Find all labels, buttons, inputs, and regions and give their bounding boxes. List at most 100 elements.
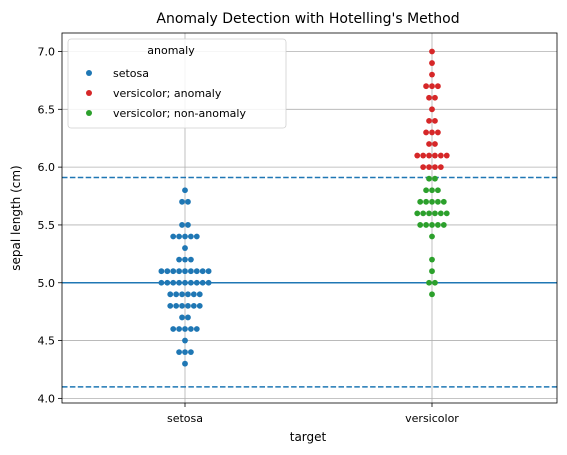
y-tick-label: 6.5 bbox=[38, 103, 56, 116]
data-point-versicolor-anomaly bbox=[429, 106, 435, 113]
data-point-setosa bbox=[158, 279, 165, 286]
data-point-setosa bbox=[182, 187, 188, 194]
y-axis-label: sepal length (cm) bbox=[9, 165, 23, 270]
data-point-versicolor-non-anomaly bbox=[423, 222, 429, 228]
y-tick-label: 4.5 bbox=[38, 335, 56, 348]
y-tick-label: 4.0 bbox=[38, 392, 56, 405]
data-point-versicolor-anomaly bbox=[443, 152, 450, 159]
legend-box bbox=[67, 38, 287, 129]
data-point-versicolor-anomaly bbox=[432, 152, 438, 159]
data-point-versicolor-anomaly bbox=[432, 141, 438, 147]
data-point-setosa bbox=[182, 268, 188, 275]
legend-label: versicolor; anomaly bbox=[113, 87, 222, 100]
data-points bbox=[158, 48, 450, 367]
data-point-setosa bbox=[185, 291, 191, 298]
y-tick-label: 7.0 bbox=[38, 46, 56, 59]
data-point-versicolor-anomaly bbox=[426, 117, 432, 124]
data-point-versicolor-non-anomaly bbox=[440, 222, 447, 228]
data-point-versicolor-non-anomaly bbox=[423, 187, 429, 194]
data-point-setosa bbox=[182, 256, 188, 263]
data-point-setosa bbox=[193, 268, 200, 275]
data-point-versicolor-anomaly bbox=[423, 129, 429, 136]
data-point-setosa bbox=[199, 279, 206, 286]
data-point-versicolor-anomaly bbox=[426, 141, 432, 147]
data-point-versicolor-non-anomaly bbox=[420, 210, 427, 217]
data-point-versicolor-non-anomaly bbox=[432, 279, 438, 286]
data-point-setosa bbox=[167, 291, 174, 298]
data-point-setosa bbox=[185, 302, 191, 309]
data-point-versicolor-anomaly bbox=[432, 117, 438, 124]
data-point-setosa bbox=[176, 326, 183, 332]
data-point-versicolor-non-anomaly bbox=[429, 256, 435, 263]
data-point-versicolor-anomaly bbox=[426, 164, 432, 171]
data-point-versicolor-non-anomaly bbox=[426, 210, 432, 217]
data-point-versicolor-non-anomaly bbox=[423, 198, 429, 205]
data-point-setosa bbox=[185, 198, 191, 205]
data-point-versicolor-anomaly bbox=[414, 152, 421, 159]
data-point-versicolor-anomaly bbox=[426, 94, 432, 101]
data-point-versicolor-non-anomaly bbox=[435, 222, 441, 228]
data-point-setosa bbox=[179, 198, 185, 205]
data-point-setosa bbox=[190, 291, 197, 298]
data-point-setosa bbox=[176, 279, 183, 286]
data-point-setosa bbox=[179, 314, 185, 321]
legend-title: anomaly bbox=[147, 44, 195, 57]
legend: anomaly setosa versicolor; anomaly versicol… bbox=[67, 38, 287, 129]
data-point-setosa bbox=[185, 314, 191, 321]
data-point-setosa bbox=[182, 360, 188, 367]
data-point-setosa bbox=[199, 268, 206, 275]
data-point-setosa bbox=[170, 279, 177, 286]
data-point-versicolor-non-anomaly bbox=[429, 233, 435, 240]
x-tick-label: setosa bbox=[167, 412, 203, 425]
data-point-versicolor-non-anomaly bbox=[432, 175, 438, 182]
legend-label: setosa bbox=[113, 67, 149, 80]
data-point-versicolor-anomaly bbox=[432, 164, 438, 171]
data-point-setosa bbox=[164, 279, 171, 286]
data-point-setosa bbox=[176, 268, 183, 275]
data-point-setosa bbox=[188, 349, 194, 356]
data-point-versicolor-anomaly bbox=[426, 152, 432, 159]
chart-title: Anomaly Detection with Hotelling's Metho… bbox=[156, 11, 459, 27]
data-point-setosa bbox=[176, 256, 183, 263]
reference-lines bbox=[62, 176, 557, 388]
data-point-versicolor-anomaly bbox=[437, 164, 444, 171]
y-tick-label: 6.0 bbox=[38, 161, 56, 174]
data-point-setosa bbox=[188, 256, 194, 263]
data-point-versicolor-non-anomaly bbox=[429, 268, 435, 275]
data-point-setosa bbox=[179, 291, 185, 298]
data-point-setosa bbox=[205, 279, 212, 286]
data-point-setosa bbox=[176, 349, 183, 356]
data-point-versicolor-anomaly bbox=[437, 152, 444, 159]
data-point-versicolor-non-anomaly bbox=[435, 187, 441, 194]
data-point-versicolor-non-anomaly bbox=[417, 222, 424, 228]
data-point-versicolor-non-anomaly bbox=[429, 291, 435, 298]
data-point-setosa bbox=[193, 233, 200, 240]
data-point-setosa bbox=[196, 302, 203, 309]
data-point-versicolor-non-anomaly bbox=[429, 222, 435, 228]
data-point-setosa bbox=[170, 268, 177, 275]
data-point-versicolor-anomaly bbox=[435, 83, 441, 90]
data-point-setosa bbox=[170, 233, 177, 240]
data-point-setosa bbox=[182, 337, 188, 344]
legend-label: versicolor; non-anomaly bbox=[113, 107, 246, 120]
legend-marker bbox=[86, 90, 92, 96]
data-point-versicolor-non-anomaly bbox=[432, 210, 438, 217]
data-point-versicolor-non-anomaly bbox=[417, 198, 424, 205]
data-point-versicolor-anomaly bbox=[435, 129, 441, 136]
data-point-setosa bbox=[182, 279, 188, 286]
data-point-versicolor-non-anomaly bbox=[429, 198, 435, 205]
data-point-setosa bbox=[182, 245, 188, 251]
y-tick-label: 5.0 bbox=[38, 277, 56, 290]
data-point-setosa bbox=[158, 268, 165, 275]
data-point-versicolor-anomaly bbox=[420, 164, 427, 171]
data-point-setosa bbox=[179, 302, 185, 309]
data-point-setosa bbox=[188, 233, 194, 240]
data-point-versicolor-non-anomaly bbox=[435, 198, 441, 205]
data-point-versicolor-non-anomaly bbox=[440, 198, 447, 205]
data-point-setosa bbox=[182, 326, 188, 332]
data-point-setosa bbox=[188, 326, 194, 332]
data-point-setosa bbox=[170, 326, 177, 332]
data-point-setosa bbox=[190, 302, 197, 309]
data-point-versicolor-non-anomaly bbox=[426, 175, 432, 182]
